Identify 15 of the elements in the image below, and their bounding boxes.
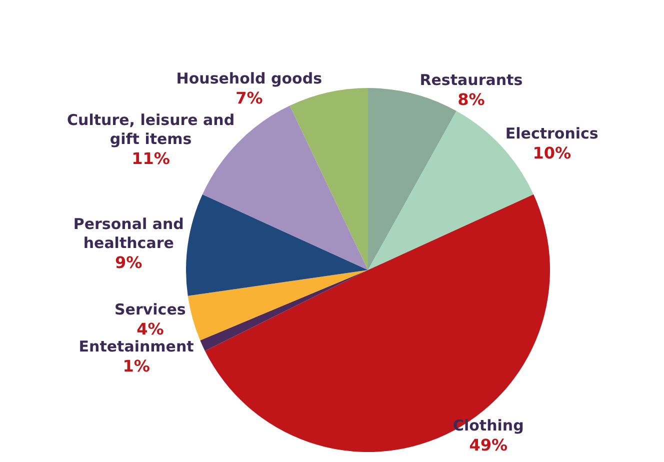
slice-label: Electronics [505, 124, 598, 143]
data-label: 8% [458, 90, 485, 109]
data-label: 49% [469, 436, 508, 454]
slice-label: Entetainment [78, 338, 194, 356]
data-label: 11% [132, 149, 170, 168]
data-label: 1% [122, 356, 150, 376]
data-label: 9% [115, 253, 142, 272]
slice-label: Culture, leisure and gift items [67, 111, 235, 148]
slice-label: Services [114, 300, 186, 319]
slice-label: Household goods [176, 70, 322, 88]
data-label: 4% [136, 320, 164, 339]
slice-label: Personal and healthcare [73, 215, 184, 252]
slice-label: Restaurants [420, 70, 523, 89]
data-label: 7% [236, 88, 263, 108]
data-label: 10% [532, 144, 572, 163]
